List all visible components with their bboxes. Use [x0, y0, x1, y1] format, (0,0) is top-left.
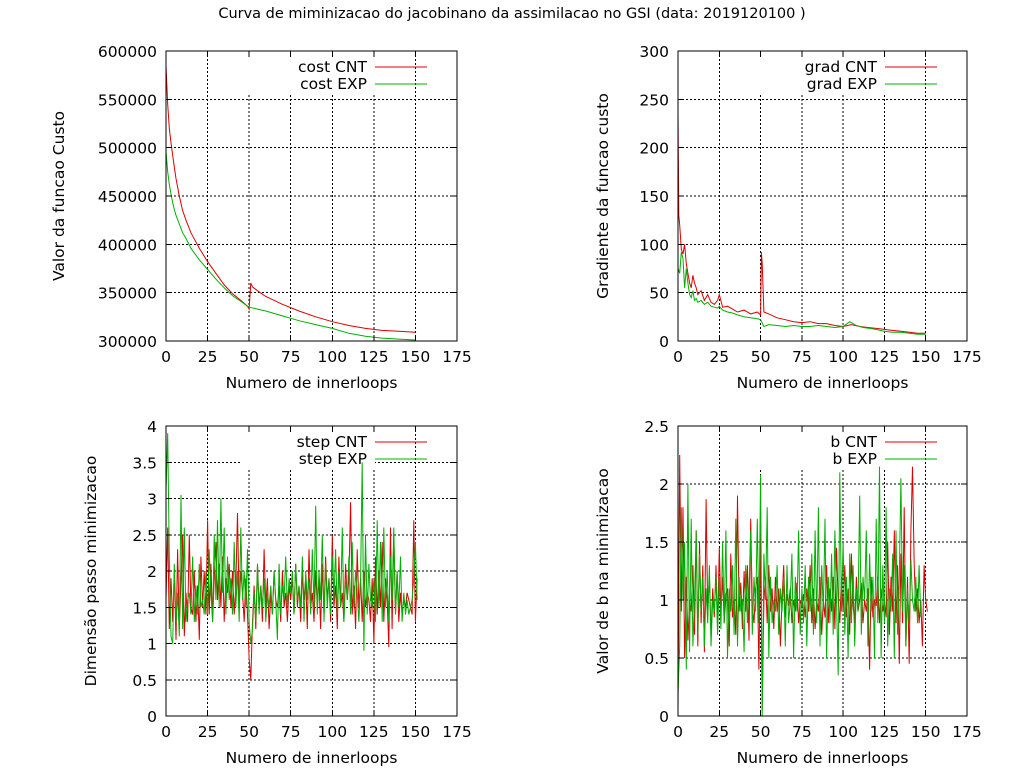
y-tick-label: 2.5: [132, 527, 157, 545]
y-tick-label: 1.5: [644, 534, 669, 552]
x-tick-label: 0: [673, 723, 683, 741]
x-tick-label: 25: [198, 723, 218, 741]
y-tick-label: 0.5: [644, 650, 669, 668]
x-tick-label: 50: [239, 348, 259, 366]
x-tick-label: 100: [317, 723, 347, 741]
legend-label: cost EXP: [300, 75, 367, 93]
y-tick-label: 1.5: [132, 599, 157, 617]
y-tick-label: 150: [639, 188, 669, 206]
x-tick-label: 75: [792, 348, 812, 366]
x-tick-label: 150: [401, 348, 431, 366]
plot-frame: [677, 425, 968, 717]
legend-label: cost CNT: [298, 58, 368, 76]
x-tick-label: 75: [281, 348, 301, 366]
x-tick-label: 150: [911, 348, 941, 366]
x-tick-label: 125: [870, 723, 900, 741]
y-axis-label: Gradiente da funcao custo: [594, 93, 612, 299]
y-tick-label: 3.5: [132, 454, 157, 472]
x-tick-label: 175: [442, 348, 472, 366]
y-axis-label: Valor de b na minimizacao: [594, 468, 612, 673]
x-axis-label: Numero de innerloops: [737, 749, 909, 767]
x-tick-label: 0: [161, 348, 171, 366]
x-tick-label: 175: [952, 348, 982, 366]
y-tick-label: 300: [639, 43, 669, 61]
x-tick-label: 25: [198, 348, 218, 366]
x-tick-label: 100: [317, 348, 347, 366]
series-line-step-exp: [165, 433, 418, 651]
series-line-b-exp: [677, 466, 922, 717]
x-tick-label: 150: [911, 723, 941, 741]
x-tick-label: 175: [442, 723, 472, 741]
y-tick-label: 1: [147, 636, 157, 654]
x-tick-label: 125: [359, 723, 389, 741]
legend-background: [750, 55, 885, 95]
x-tick-label: 0: [673, 348, 683, 366]
x-tick-label: 50: [751, 348, 771, 366]
y-tick-label: 350000: [98, 285, 157, 303]
y-tick-label: 1: [659, 592, 669, 610]
y-tick-label: 250: [639, 91, 669, 109]
chart-cost: 0 25 50 75 100 125 150 175 300000 350000 400000 450…: [50, 43, 472, 392]
y-tick-label: 2: [659, 476, 669, 494]
y-tick-label: 400000: [98, 236, 157, 254]
x-tick-label: 50: [239, 723, 259, 741]
chart-grad: 0 25 50 75 100 125 150 175 0 50 100 150 200 250 300 Num…: [594, 43, 982, 392]
y-axis-label: Valor da funcao Custo: [50, 111, 68, 281]
y-tick-label: 0: [659, 708, 669, 726]
y-tick-label: 2.5: [644, 418, 669, 436]
figure-title: Curva de miminizacao do jacobinano da as…: [218, 6, 806, 22]
legend-label: grad CNT: [805, 58, 878, 76]
x-tick-label: 150: [401, 723, 431, 741]
legend-background: [240, 55, 375, 95]
series-line-cost-cnt: [165, 65, 416, 333]
y-tick-label: 550000: [98, 91, 157, 109]
x-tick-label: 25: [709, 348, 729, 366]
y-tick-label: 500000: [98, 140, 157, 158]
y-tick-label: 0: [659, 333, 669, 351]
x-tick-label: 100: [828, 723, 858, 741]
legend-label: step CNT: [297, 433, 368, 451]
legend-background: [750, 430, 885, 470]
x-tick-label: 125: [359, 348, 389, 366]
x-tick-label: 75: [792, 723, 812, 741]
legend-background: [240, 430, 375, 470]
x-tick-label: 50: [751, 723, 771, 741]
series-line-cost-exp: [165, 151, 416, 341]
y-tick-label: 200: [639, 140, 669, 158]
legend-label: grad EXP: [807, 75, 877, 93]
legend-label: b CNT: [830, 433, 877, 451]
series-line-grad-exp: [677, 251, 926, 335]
y-tick-label: 4: [147, 418, 157, 436]
x-axis-label: Numero de innerloops: [226, 374, 398, 392]
chart-step: 0 25 50 75 100 125 150 175 0 0.5 1 1.5 2 2.5 3 3.5 4 Nume…: [82, 418, 472, 767]
chart-b: 0 25 50 75 100 125 150 175 0 0.5 1 1.5 2 2.5 Numero de…: [594, 418, 982, 767]
x-tick-label: 0: [161, 723, 171, 741]
y-tick-label: 50: [649, 285, 669, 303]
y-tick-label: 0: [147, 708, 157, 726]
x-tick-label: 75: [281, 723, 301, 741]
y-tick-label: 0.5: [132, 672, 157, 690]
x-tick-label: 175: [952, 723, 982, 741]
y-tick-label: 600000: [98, 43, 157, 61]
x-tick-label: 25: [709, 723, 729, 741]
y-tick-label: 450000: [98, 188, 157, 206]
x-tick-label: 100: [828, 348, 858, 366]
legend-label: step EXP: [299, 450, 367, 468]
y-tick-label: 2: [147, 563, 157, 581]
series-line-step-cnt: [165, 502, 418, 680]
y-axis-label: Dimensão passo minimizacao: [82, 456, 100, 687]
x-tick-label: 125: [870, 348, 900, 366]
y-tick-label: 100: [639, 236, 669, 254]
x-axis-label: Numero de innerloops: [226, 749, 398, 767]
y-tick-label: 3: [147, 491, 157, 509]
legend-label: b EXP: [832, 450, 877, 468]
x-axis-label: Numero de innerloops: [737, 374, 909, 392]
y-tick-label: 300000: [98, 333, 157, 351]
